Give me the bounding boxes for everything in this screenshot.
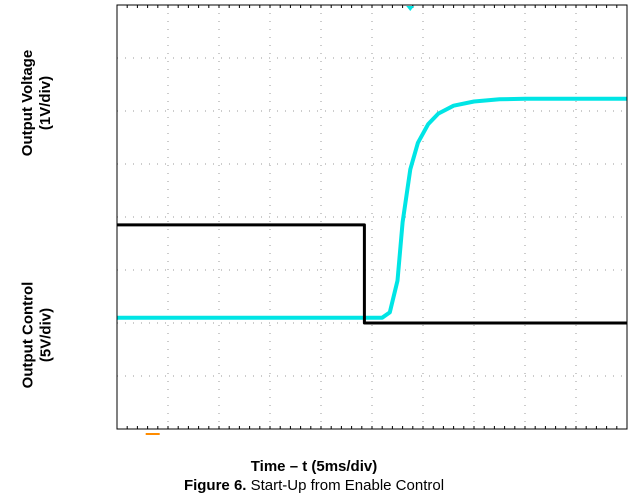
y-label-output-control-line1: Output Control [18, 281, 36, 389]
y-label-output-control: Output Control (5V/div) [19, 282, 55, 389]
figure-title: Start-Up from Enable Control [250, 477, 445, 494]
figure-number: Figure 6. [183, 477, 247, 494]
y-label-output-voltage-line2: (1V/div) [37, 75, 55, 131]
plot-frame [116, 4, 628, 430]
traces [117, 96, 627, 325]
output-voltage-trace [117, 96, 627, 320]
x-axis-label: Time – t (5ms/div) [250, 458, 378, 475]
y-label-output-voltage: Output Voltage (1V/div) [19, 50, 55, 156]
trigger-marker-icon [406, 6, 415, 11]
figure-caption: Figure 6. Start-Up from Enable Control [0, 477, 628, 494]
output-control-trace [117, 223, 627, 325]
y-label-output-control-line2: (5V/div) [36, 307, 54, 363]
y-label-output-voltage-line1: Output Voltage [19, 49, 37, 157]
markers [145, 6, 415, 435]
grid [116, 5, 628, 429]
